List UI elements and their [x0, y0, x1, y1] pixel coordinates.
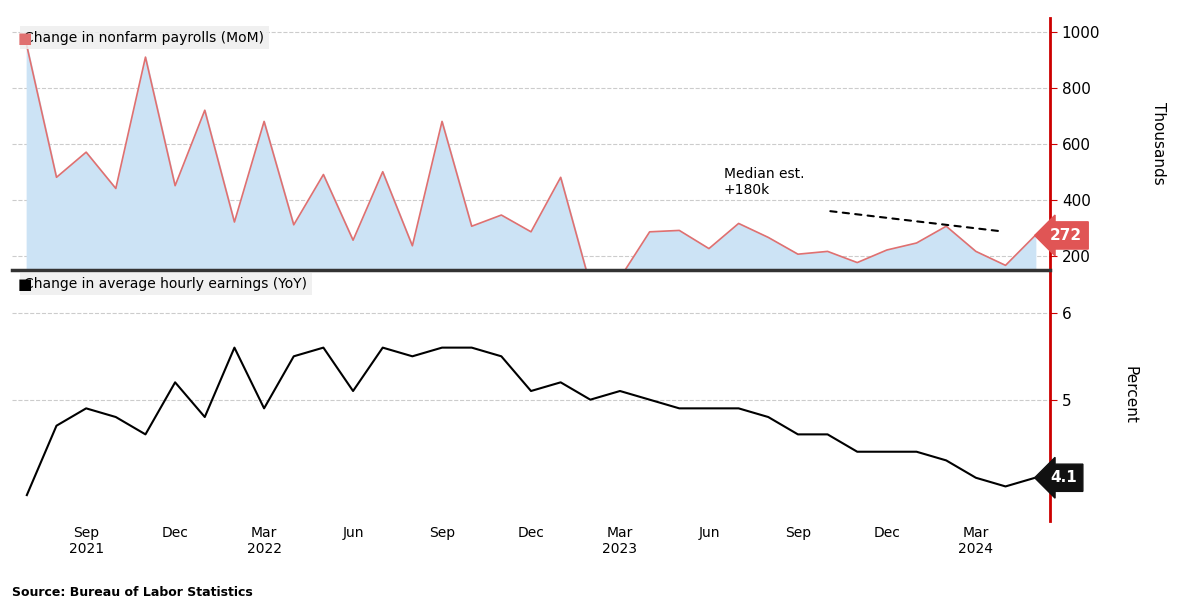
Text: ■: ■ — [17, 31, 31, 46]
Text: ■: ■ — [17, 277, 31, 292]
Text: Median est.
+180k: Median est. +180k — [724, 167, 804, 197]
Text: Change in average hourly earnings (YoY): Change in average hourly earnings (YoY) — [24, 277, 307, 291]
Text: Change in nonfarm payrolls (MoM): Change in nonfarm payrolls (MoM) — [24, 31, 264, 44]
Text: Source: Bureau of Labor Statistics: Source: Bureau of Labor Statistics — [12, 586, 253, 599]
Text: 272: 272 — [1050, 228, 1082, 243]
Y-axis label: Thousands: Thousands — [1151, 102, 1166, 185]
Text: 4.1: 4.1 — [1050, 470, 1076, 485]
Y-axis label: Percent: Percent — [1122, 367, 1138, 424]
